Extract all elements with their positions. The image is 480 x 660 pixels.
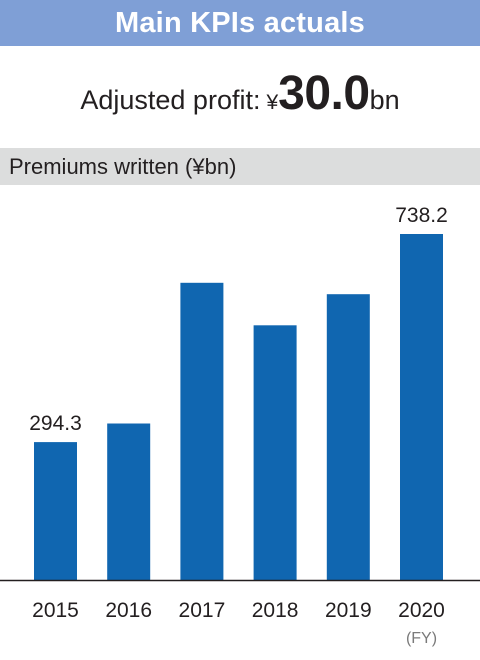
x-tick-2015: 2015: [32, 599, 79, 622]
adjusted-profit-line: Adjusted profit: ¥ 30.0 bn: [0, 66, 480, 126]
x-tick-2016: 2016: [105, 599, 152, 622]
section-header: Premiums written (¥bn): [0, 148, 480, 185]
x-tick-2017: 2017: [179, 599, 226, 622]
adjusted-profit-label: Adjusted profit:: [80, 85, 261, 115]
bar-2017: [180, 282, 224, 580]
kpi-header-band: Main KPIs actuals: [0, 0, 480, 46]
adjusted-profit-unit: bn: [369, 85, 400, 115]
x-tick-2019: 2019: [325, 599, 372, 622]
chart-data-labels: 294.3 738.2: [29, 204, 448, 435]
x-axis-unit-label: (FY): [406, 630, 437, 647]
chart-title: Premiums written (¥bn): [9, 153, 237, 179]
x-tick-2020: 2020: [398, 599, 445, 622]
bar-2015: [34, 442, 77, 580]
adjusted-profit-currency: ¥: [266, 91, 279, 114]
bar-2019: [326, 294, 370, 580]
chart-bars: [34, 234, 443, 580]
x-axis-tick-labels: 2015 2016 2017 2018 2019 2020: [32, 599, 445, 622]
data-label-2020: 738.2: [395, 204, 448, 227]
bar-2016: [107, 423, 151, 580]
adjusted-profit-value: 30.0: [278, 67, 370, 120]
page-title: Main KPIs actuals: [115, 6, 365, 39]
bar-2020: [400, 234, 443, 580]
data-label-2015: 294.3: [29, 412, 82, 435]
x-tick-2018: 2018: [252, 599, 299, 622]
bar-2018: [253, 325, 297, 580]
